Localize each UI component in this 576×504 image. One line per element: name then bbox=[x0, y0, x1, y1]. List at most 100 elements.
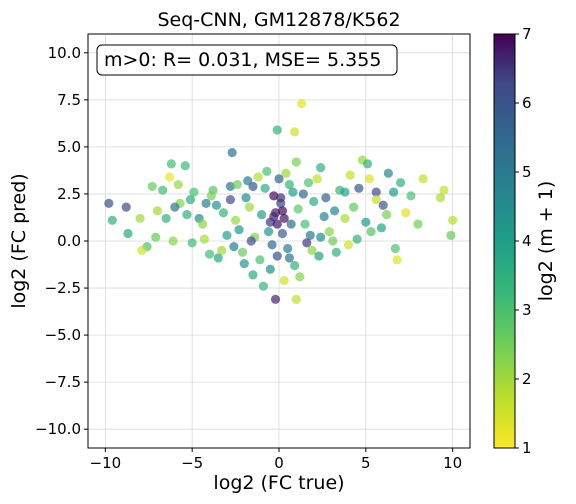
data-point bbox=[316, 232, 326, 242]
data-point bbox=[107, 215, 117, 225]
data-point bbox=[198, 219, 208, 229]
data-point bbox=[272, 219, 282, 229]
data-point bbox=[152, 206, 163, 216]
data-point bbox=[362, 159, 373, 169]
data-point bbox=[166, 159, 176, 169]
data-point bbox=[204, 249, 215, 259]
data-point bbox=[296, 99, 307, 109]
data-point bbox=[329, 206, 340, 216]
data-point bbox=[227, 147, 237, 158]
data-point bbox=[413, 219, 423, 229]
data-point bbox=[244, 202, 255, 212]
data-point bbox=[435, 193, 446, 203]
data-point bbox=[314, 251, 324, 261]
annotation-box bbox=[96, 44, 398, 76]
data-point bbox=[291, 294, 301, 304]
x-tick-label: 0 bbox=[274, 454, 284, 472]
data-point bbox=[371, 195, 381, 205]
data-point bbox=[298, 189, 308, 199]
data-point bbox=[272, 251, 282, 261]
annotation-text: m>0: R= 0.031, MSE= 5.355 bbox=[104, 49, 381, 71]
y-tick-label: −5.0 bbox=[45, 326, 81, 344]
data-point bbox=[401, 208, 411, 218]
x-tick-label: 5 bbox=[361, 454, 371, 472]
data-point bbox=[165, 172, 175, 182]
data-point bbox=[383, 168, 393, 178]
y-tick-label: −2.5 bbox=[45, 279, 81, 297]
y-tick-label: −10.0 bbox=[35, 420, 81, 438]
stats-annotation: m>0: R= 0.031, MSE= 5.355 bbox=[96, 44, 398, 76]
data-point bbox=[316, 163, 326, 173]
data-point bbox=[392, 255, 402, 265]
data-point bbox=[170, 202, 180, 212]
data-point bbox=[189, 187, 199, 197]
data-point bbox=[390, 243, 400, 254]
data-point bbox=[389, 187, 399, 197]
data-point bbox=[418, 174, 428, 184]
data-point bbox=[340, 213, 350, 224]
data-point bbox=[135, 213, 145, 224]
data-point bbox=[232, 179, 242, 190]
data-point bbox=[270, 294, 281, 304]
data-point bbox=[340, 187, 350, 197]
data-point bbox=[448, 215, 458, 225]
data-point bbox=[307, 245, 317, 256]
colorbar-tick-label: 6 bbox=[522, 94, 532, 112]
data-point bbox=[243, 176, 253, 186]
data-point bbox=[213, 253, 223, 263]
colorbar-tick-label: 7 bbox=[522, 25, 532, 43]
data-point bbox=[276, 193, 286, 203]
data-point bbox=[446, 230, 456, 240]
data-point bbox=[284, 253, 295, 263]
data-point bbox=[406, 191, 416, 201]
data-point bbox=[137, 245, 147, 256]
y-tick-label: −7.5 bbox=[45, 373, 81, 391]
data-point bbox=[234, 225, 244, 235]
data-point bbox=[288, 187, 298, 197]
data-point bbox=[206, 191, 216, 201]
gridlines bbox=[88, 34, 470, 448]
data-point bbox=[257, 210, 267, 220]
data-point bbox=[345, 170, 355, 180]
data-point bbox=[199, 234, 209, 244]
data-point bbox=[104, 198, 114, 208]
data-point bbox=[284, 179, 295, 190]
data-point bbox=[302, 238, 312, 248]
data-point bbox=[229, 242, 239, 252]
data-point bbox=[293, 204, 303, 214]
data-point bbox=[352, 234, 362, 244]
data-point bbox=[151, 232, 161, 242]
data-point bbox=[283, 243, 293, 254]
data-point bbox=[246, 236, 256, 246]
data-point bbox=[364, 174, 374, 184]
data-point bbox=[269, 191, 279, 201]
y-ticks: −10.0 −7.5 −5.0 −2.5 0.0 2.5 5.0 7.5 10.0 bbox=[35, 44, 88, 438]
data-point bbox=[371, 187, 381, 197]
data-point bbox=[279, 213, 289, 224]
data-point bbox=[361, 217, 371, 227]
data-point bbox=[309, 196, 319, 207]
data-point bbox=[295, 272, 305, 282]
data-point bbox=[218, 208, 229, 218]
data-point bbox=[290, 260, 300, 271]
colorbar-tick-label: 3 bbox=[522, 301, 532, 319]
data-point bbox=[366, 226, 376, 237]
colorbar-tick-label: 5 bbox=[522, 163, 532, 181]
data-point bbox=[263, 226, 274, 237]
data-point bbox=[187, 238, 197, 248]
data-point bbox=[180, 161, 190, 171]
y-tick-label: 10.0 bbox=[48, 44, 81, 62]
data-point bbox=[279, 275, 289, 286]
data-point bbox=[286, 219, 296, 229]
data-point bbox=[158, 185, 168, 195]
data-point bbox=[173, 179, 183, 190]
data-point bbox=[182, 210, 192, 220]
x-axis-label: log2 (FC true) bbox=[213, 472, 344, 494]
data-point bbox=[354, 183, 364, 193]
y-tick-label: 5.0 bbox=[57, 138, 81, 156]
data-point bbox=[331, 247, 341, 257]
data-point bbox=[262, 166, 272, 176]
data-point bbox=[201, 198, 211, 208]
data-point bbox=[267, 240, 277, 250]
